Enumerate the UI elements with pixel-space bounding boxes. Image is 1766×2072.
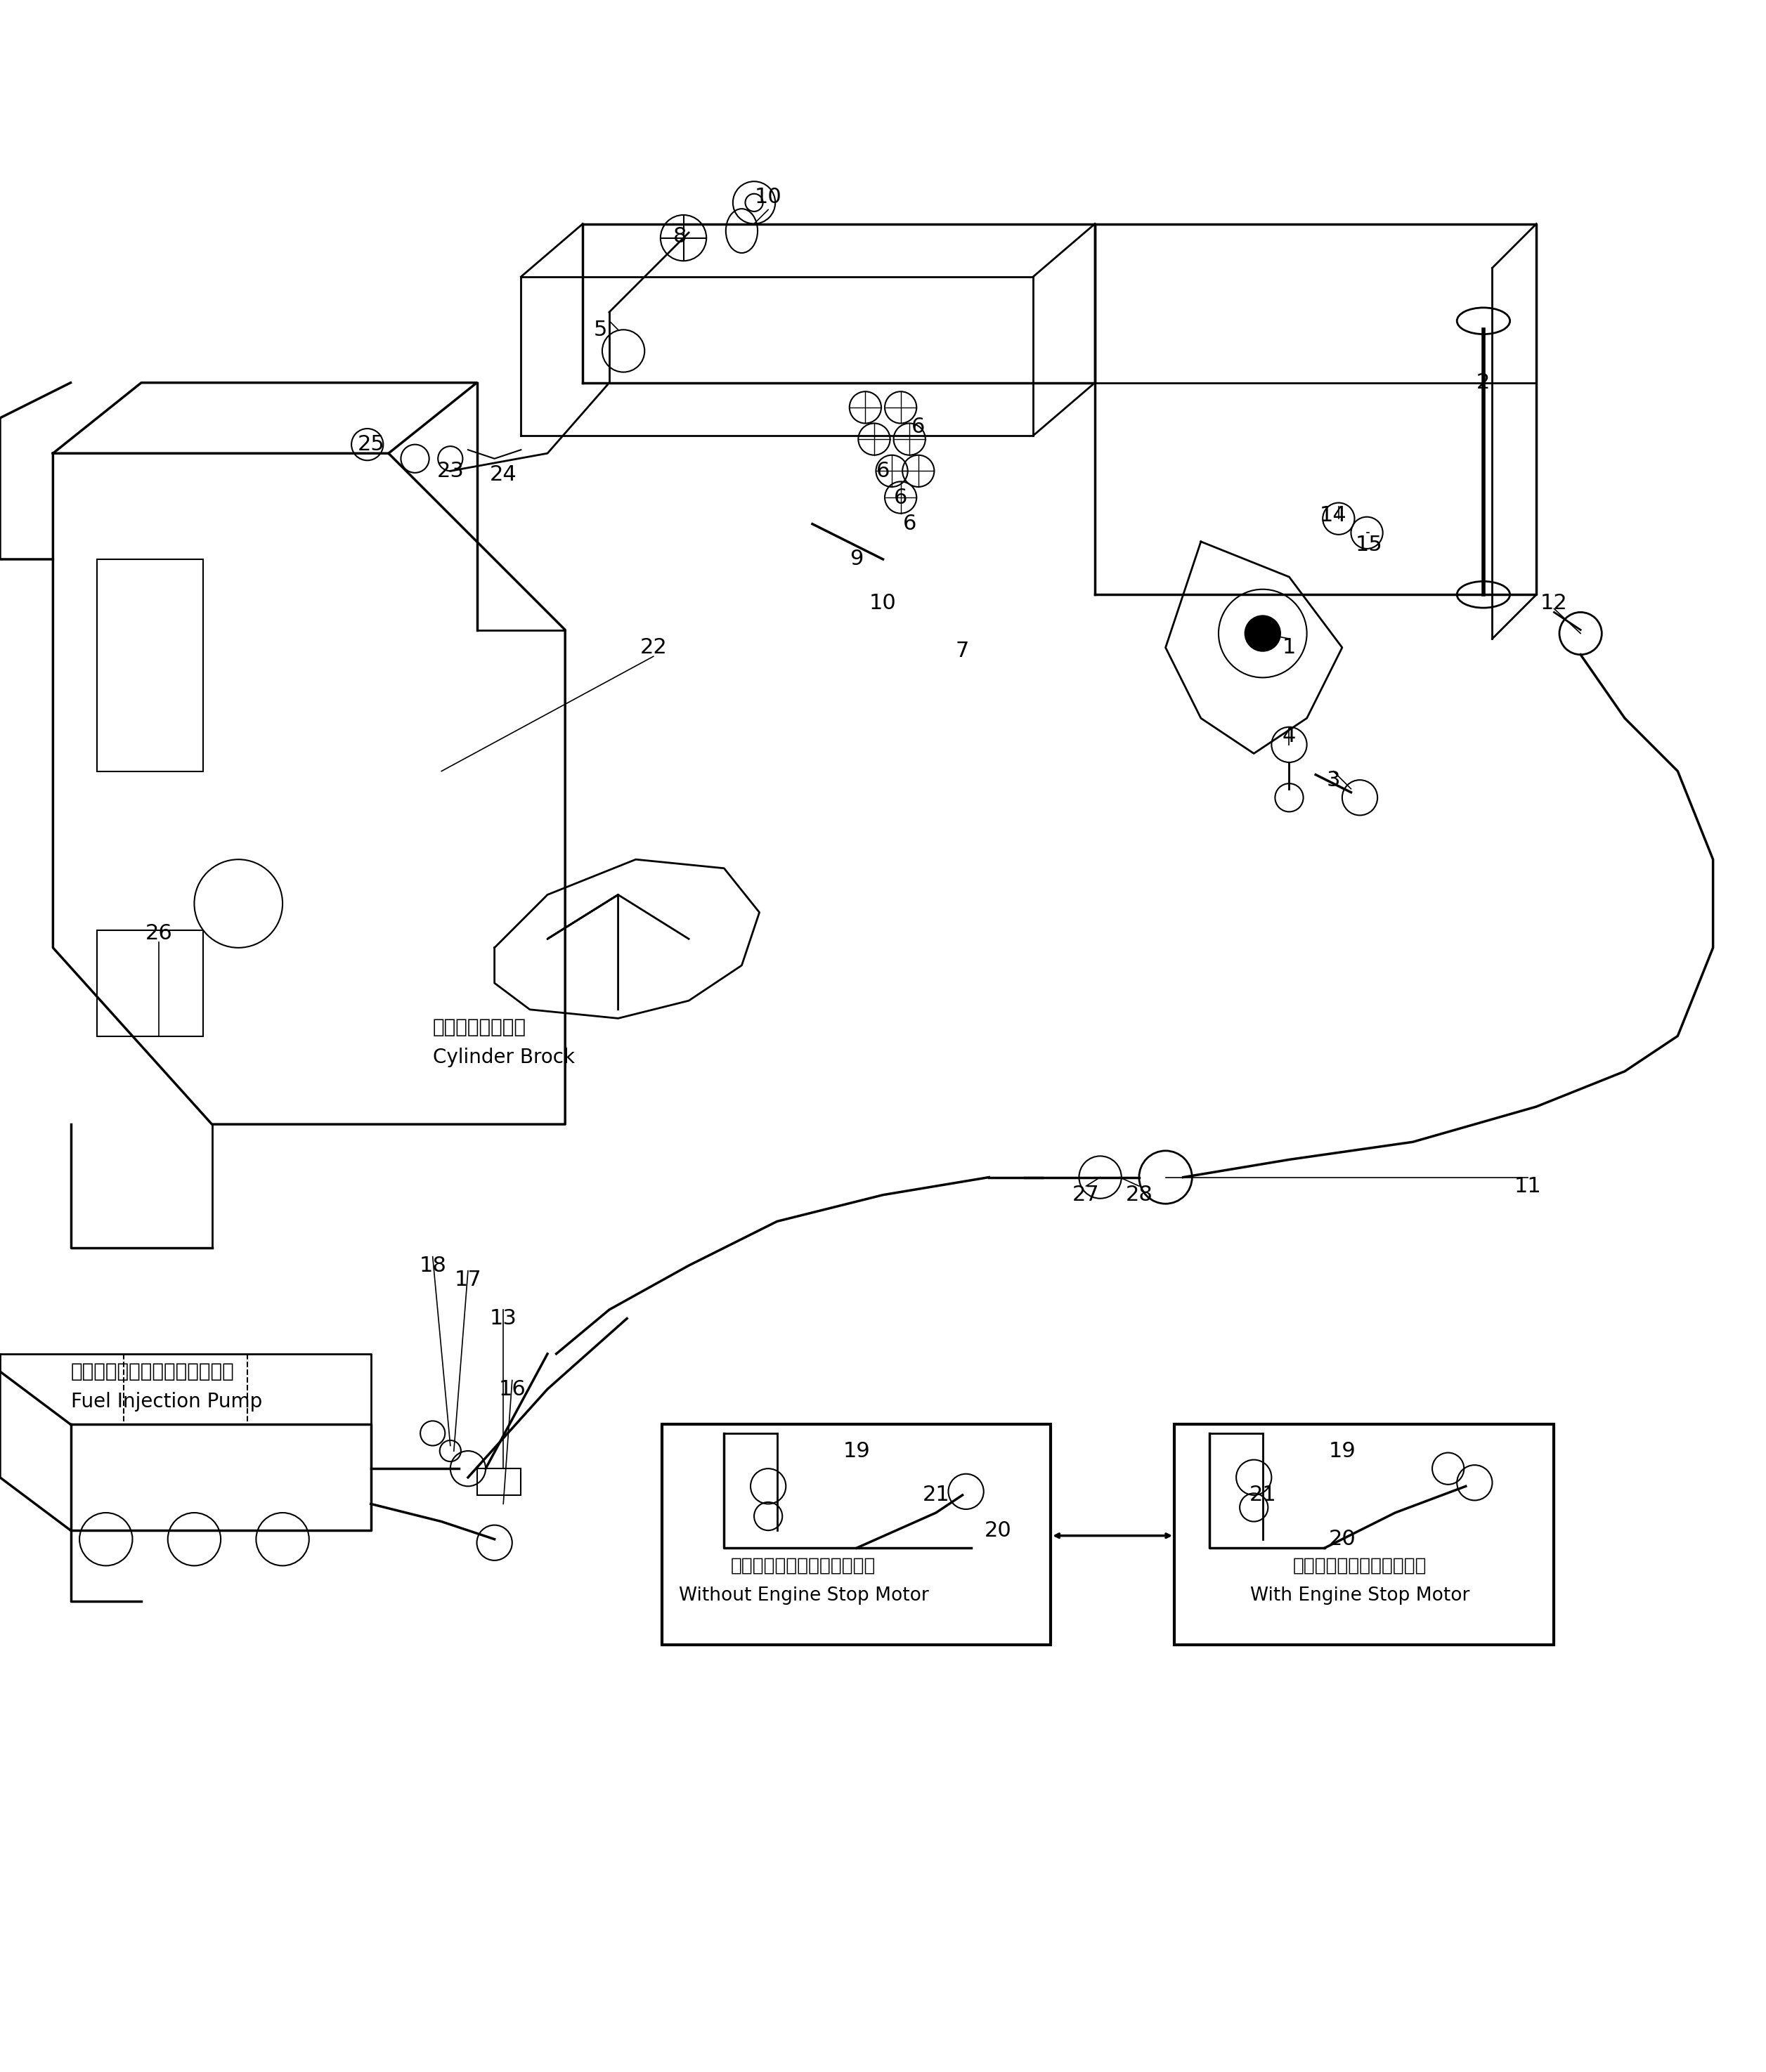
- Bar: [97, 930, 203, 1036]
- Text: エンジンストップモータなし: エンジンストップモータなし: [731, 1556, 876, 1575]
- Text: 14: 14: [1319, 506, 1347, 526]
- Text: 11: 11: [1513, 1177, 1542, 1196]
- Text: With Engine Stop Motor: With Engine Stop Motor: [1250, 1587, 1469, 1606]
- Bar: [477, 1469, 521, 1496]
- Text: 25: 25: [357, 435, 385, 454]
- Text: 6: 6: [911, 416, 925, 437]
- Text: 15: 15: [1355, 535, 1383, 555]
- Text: 17: 17: [454, 1270, 482, 1291]
- Text: 19: 19: [1328, 1440, 1356, 1461]
- Text: 16: 16: [498, 1380, 526, 1399]
- Text: 1: 1: [1282, 638, 1296, 657]
- Text: 24: 24: [489, 464, 517, 485]
- Bar: [662, 1423, 1051, 1645]
- Bar: [1174, 1423, 1554, 1645]
- Text: 9: 9: [849, 549, 864, 570]
- Text: Cylinder Brock: Cylinder Brock: [433, 1046, 574, 1067]
- Text: 2: 2: [1476, 373, 1491, 394]
- Text: 12: 12: [1540, 593, 1568, 613]
- Text: フエルインジェクションポンプ: フエルインジェクションポンプ: [71, 1361, 235, 1382]
- Text: 5: 5: [593, 319, 608, 340]
- Text: 18: 18: [419, 1256, 447, 1276]
- Text: 22: 22: [639, 638, 668, 657]
- Text: 28: 28: [1125, 1185, 1153, 1206]
- Text: 3: 3: [1326, 771, 1340, 789]
- Text: 20: 20: [1328, 1529, 1356, 1550]
- Text: シリンダブロック: シリンダブロック: [433, 1017, 526, 1036]
- Text: 7: 7: [955, 640, 970, 661]
- Text: 10: 10: [754, 186, 782, 207]
- Text: Without Engine Stop Motor: Without Engine Stop Motor: [678, 1587, 929, 1606]
- Text: 4: 4: [1282, 725, 1296, 746]
- Text: 21: 21: [922, 1486, 950, 1504]
- Text: 6: 6: [902, 514, 917, 535]
- Text: 10: 10: [869, 593, 897, 613]
- Text: 19: 19: [842, 1440, 871, 1461]
- Text: 23: 23: [436, 460, 464, 481]
- Bar: [97, 559, 203, 771]
- Text: 6: 6: [894, 487, 908, 508]
- Text: 20: 20: [984, 1521, 1012, 1542]
- Circle shape: [1245, 615, 1280, 651]
- Text: 21: 21: [1249, 1486, 1277, 1504]
- Text: 26: 26: [145, 924, 173, 943]
- Text: 6: 6: [876, 460, 890, 481]
- Text: エンジンストップモータ付: エンジンストップモータ付: [1293, 1556, 1427, 1575]
- Text: 27: 27: [1072, 1185, 1100, 1206]
- Text: 8: 8: [673, 226, 687, 247]
- Text: Fuel Injection Pump: Fuel Injection Pump: [71, 1392, 261, 1411]
- Text: 13: 13: [489, 1307, 517, 1328]
